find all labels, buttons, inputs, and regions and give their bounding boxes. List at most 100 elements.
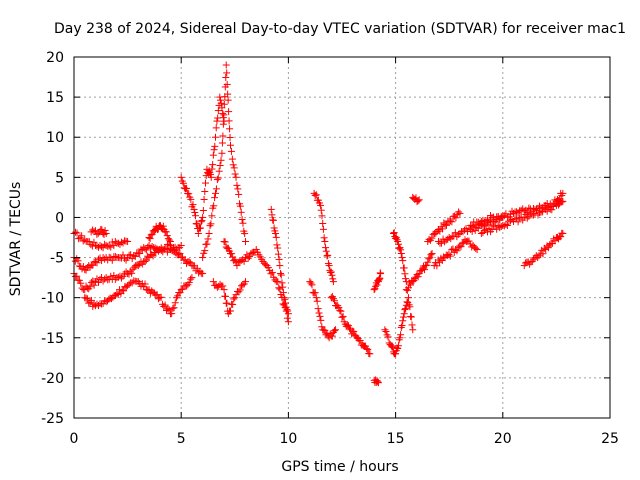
- data-point: [394, 345, 402, 353]
- data-point: [241, 230, 249, 238]
- data-point: [317, 316, 325, 324]
- data-point: [381, 326, 389, 334]
- data-point: [395, 245, 403, 253]
- data-point: [363, 345, 371, 353]
- data-point: [493, 225, 501, 233]
- data-point: [264, 264, 272, 272]
- data-point: [400, 310, 408, 318]
- data-point: [111, 253, 119, 261]
- data-point: [281, 295, 289, 303]
- data-point: [520, 213, 528, 221]
- data-point: [223, 299, 231, 307]
- x-tick-label: 5: [177, 431, 186, 447]
- data-point: [161, 301, 169, 309]
- data-point: [210, 202, 218, 210]
- data-point: [339, 312, 347, 320]
- data-point: [497, 222, 505, 230]
- data-point: [128, 269, 136, 277]
- data-point: [277, 271, 285, 279]
- data-point: [141, 257, 149, 265]
- data-point: [502, 220, 510, 228]
- data-point: [219, 110, 227, 118]
- data-point: [201, 179, 209, 187]
- data-point: [224, 96, 232, 104]
- data-point: [93, 259, 101, 267]
- data-point: [230, 164, 238, 172]
- data-point: [453, 247, 461, 255]
- data-point: [402, 305, 410, 313]
- data-point: [332, 326, 340, 334]
- data-point: [497, 213, 505, 221]
- data-point: [406, 303, 414, 311]
- data-point: [234, 185, 242, 193]
- data-point: [465, 237, 473, 245]
- y-tick-label: 0: [55, 210, 64, 226]
- data-point: [90, 281, 98, 289]
- data-point: [284, 318, 292, 326]
- data-point: [407, 313, 415, 321]
- data-point: [206, 222, 214, 230]
- y-tick-label: 10: [46, 130, 64, 146]
- data-point: [136, 249, 144, 257]
- data-point: [402, 275, 410, 283]
- data-point: [95, 255, 103, 263]
- data-point: [402, 278, 410, 286]
- data-point: [270, 224, 278, 232]
- data-point: [433, 262, 441, 270]
- y-tick-label: -25: [41, 411, 64, 427]
- data-point: [397, 323, 405, 331]
- data-point: [166, 238, 174, 246]
- data-point: [219, 132, 227, 140]
- data-point: [520, 207, 528, 215]
- data-point: [280, 294, 288, 302]
- y-tick-label: -15: [41, 331, 64, 347]
- data-point: [217, 96, 225, 104]
- data-point: [226, 134, 234, 142]
- data-point: [176, 250, 184, 258]
- data-point: [160, 245, 168, 253]
- data-point: [81, 236, 89, 244]
- axis-ticks: 0 5 10 15 20 25 -25 -20 -15 -10 -5 0 5 10 15 20: [41, 50, 619, 447]
- data-point: [319, 225, 327, 233]
- data-point: [221, 238, 229, 246]
- data-point: [534, 254, 542, 262]
- data-point: [283, 314, 291, 322]
- data-point: [308, 281, 316, 289]
- data-point: [238, 216, 246, 224]
- data-point: [311, 289, 319, 297]
- data-point: [323, 329, 331, 337]
- data-point: [480, 226, 488, 234]
- data-point: [558, 198, 566, 206]
- data-point: [162, 244, 170, 252]
- y-tick-label: -10: [41, 291, 64, 307]
- data-point: [183, 184, 191, 192]
- data-point: [208, 212, 216, 220]
- data-point: [539, 250, 547, 258]
- data-point: [384, 333, 392, 341]
- data-point: [95, 278, 103, 286]
- data-point: [222, 73, 230, 81]
- data-point: [209, 151, 217, 159]
- data-point: [157, 247, 165, 255]
- data-point: [101, 255, 109, 263]
- data-point: [439, 225, 446, 233]
- data-point: [487, 212, 495, 220]
- data-point: [364, 346, 372, 354]
- data-point: [189, 201, 197, 209]
- data-point: [72, 228, 80, 236]
- data-point: [237, 208, 245, 216]
- data-point: [205, 229, 213, 237]
- data-point: [400, 264, 408, 272]
- data-point: [246, 253, 254, 261]
- y-tick-label: 20: [46, 50, 64, 66]
- data-point: [163, 232, 171, 240]
- data-point: [346, 324, 354, 332]
- data-point: [444, 235, 452, 243]
- data-point: [144, 243, 152, 251]
- data-point: [222, 292, 230, 300]
- data-point: [398, 322, 406, 330]
- data-point: [148, 243, 156, 251]
- data-point: [199, 213, 207, 221]
- data-point: [328, 332, 336, 340]
- data-point: [211, 194, 219, 202]
